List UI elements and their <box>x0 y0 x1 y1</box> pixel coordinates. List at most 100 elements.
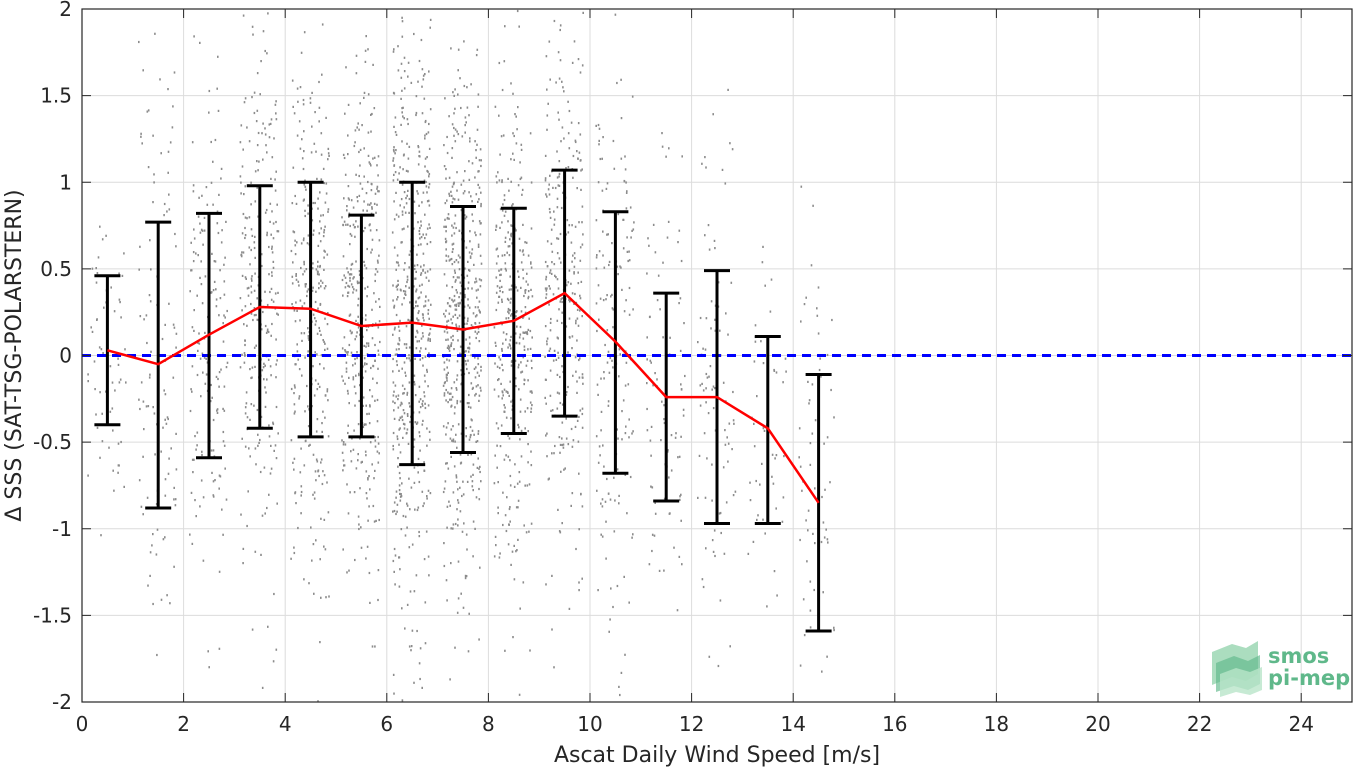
scatter-point <box>316 418 319 421</box>
scatter-point <box>501 88 504 92</box>
scatter-point <box>413 681 415 684</box>
scatter-point <box>477 200 479 203</box>
scatter-point <box>408 357 410 360</box>
scatter-point <box>415 422 418 425</box>
scatter-point <box>456 360 459 363</box>
scatter-point <box>506 390 509 394</box>
scatter-point <box>209 400 212 403</box>
scatter-point <box>516 128 518 131</box>
scatter-point <box>446 151 449 155</box>
scatter-point <box>426 427 428 430</box>
scatter-point <box>605 520 607 523</box>
scatter-point <box>478 340 481 343</box>
scatter-point <box>421 324 423 327</box>
scatter-point <box>461 494 463 498</box>
scatter-point <box>515 550 517 553</box>
scatter-point <box>212 449 215 452</box>
scatter-point <box>159 78 161 81</box>
scatter-point <box>756 395 758 398</box>
scatter-point <box>522 253 525 256</box>
scatter-point <box>211 252 213 255</box>
scatter-point <box>411 543 414 546</box>
scatter-point <box>522 268 524 271</box>
scatter-point <box>103 306 105 309</box>
scatter-point <box>320 596 322 599</box>
scatter-point <box>421 404 424 407</box>
scatter-point <box>597 284 600 287</box>
scatter-point <box>459 352 461 355</box>
scatter-point <box>366 362 368 366</box>
scatter-point <box>530 266 533 269</box>
scatter-point <box>478 220 481 223</box>
scatter-point <box>821 495 823 499</box>
scatter-point <box>354 129 357 132</box>
scatter-point <box>578 376 581 379</box>
scatter-point <box>175 245 177 248</box>
scatter-point <box>423 461 425 464</box>
scatter-point <box>552 186 554 189</box>
scatter-point <box>816 314 819 317</box>
scatter-point <box>413 380 416 384</box>
scatter-point <box>216 408 219 411</box>
scatter-point <box>598 127 601 130</box>
scatter-point <box>362 376 364 379</box>
scatter-point <box>465 427 467 430</box>
scatter-point <box>565 437 568 440</box>
scatter-point <box>762 518 764 521</box>
scatter-point <box>154 32 156 35</box>
scatter-point <box>607 492 610 495</box>
scatter-point <box>626 512 628 515</box>
scatter-point <box>443 144 445 147</box>
scatter-point <box>445 338 447 341</box>
scatter-point <box>297 280 300 283</box>
scatter-point <box>355 72 358 75</box>
scatter-point <box>443 382 446 385</box>
scatter-point <box>270 374 272 377</box>
scatter-point <box>417 243 420 247</box>
scatter-point <box>100 348 103 351</box>
scatter-point <box>549 329 552 332</box>
scatter-point <box>214 260 217 263</box>
scatter-point <box>544 154 547 157</box>
scatter-point <box>595 435 598 438</box>
scatter-point <box>668 476 670 479</box>
scatter-point <box>424 601 427 604</box>
scatter-point <box>530 450 532 453</box>
scatter-point <box>352 448 355 451</box>
scatter-point <box>112 469 114 472</box>
scatter-point <box>225 220 227 223</box>
scatter-point <box>500 424 503 427</box>
scatter-point <box>518 480 521 483</box>
scatter-point <box>449 398 451 401</box>
scatter-point <box>727 333 729 336</box>
scatter-point <box>140 505 143 508</box>
scatter-point <box>553 19 556 23</box>
scatter-point <box>646 407 648 411</box>
scatter-point <box>367 478 369 481</box>
scatter-point <box>95 281 98 284</box>
scatter-point <box>457 93 459 96</box>
scatter-point <box>312 286 314 289</box>
scatter-point <box>444 315 446 318</box>
scatter-point <box>244 412 247 415</box>
scatter-point <box>576 339 578 342</box>
scatter-point <box>256 109 259 112</box>
scatter-point <box>464 217 467 220</box>
scatter-point <box>512 636 514 639</box>
scatter-point <box>567 385 569 389</box>
scatter-point <box>149 239 151 242</box>
scatter-point <box>270 177 272 180</box>
scatter-point <box>347 284 349 287</box>
scatter-point <box>445 259 448 262</box>
scatter-point <box>530 262 532 265</box>
scatter-point <box>275 170 277 173</box>
scatter-point <box>596 329 598 333</box>
scatter-point <box>493 555 496 558</box>
scatter-point <box>456 171 458 174</box>
scatter-point <box>124 348 126 351</box>
scatter-point <box>189 533 191 536</box>
scatter-point <box>574 356 577 359</box>
scatter-point <box>327 312 329 315</box>
scatter-point <box>396 363 398 367</box>
scatter-point <box>446 377 448 380</box>
